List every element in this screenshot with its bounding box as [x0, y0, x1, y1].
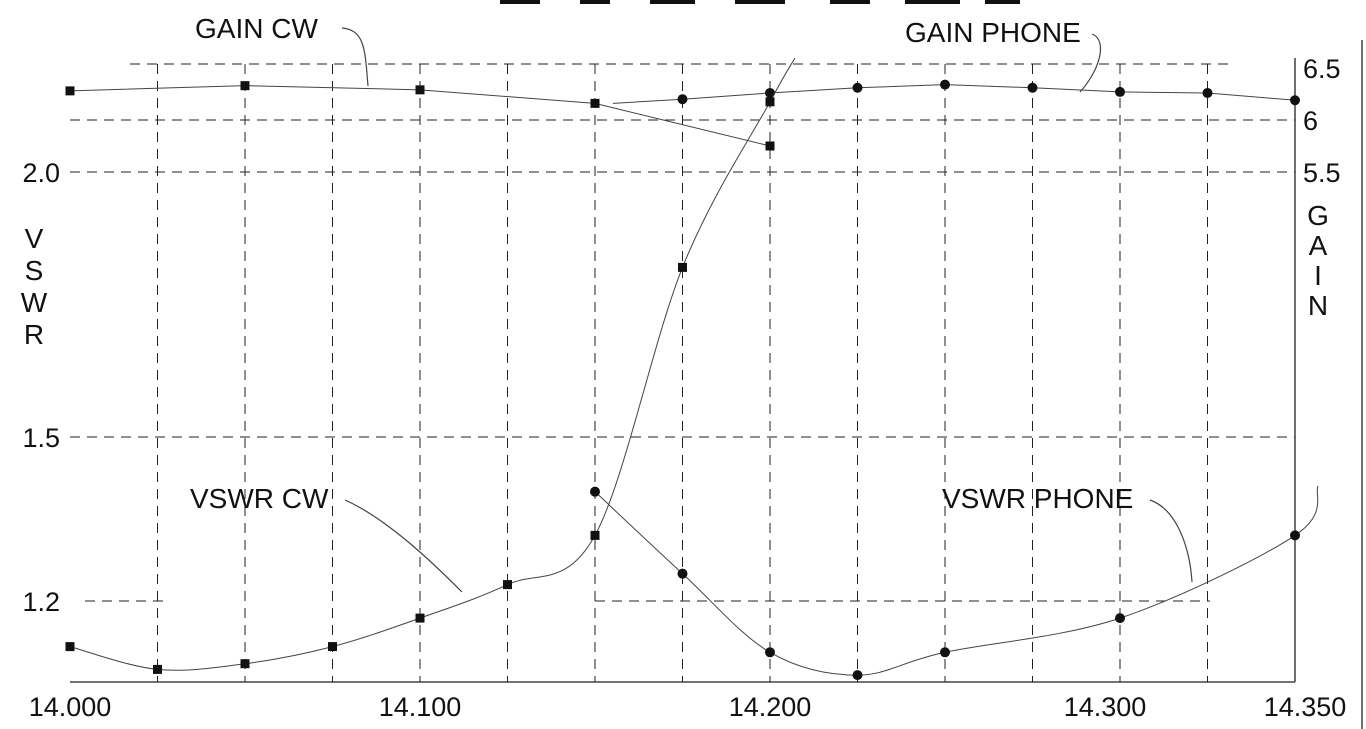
vswr-cw-point — [65, 642, 75, 652]
vswr-cw-point — [240, 659, 250, 669]
gain-phone-line — [612, 84, 1296, 104]
vswr-cw-point — [765, 97, 775, 107]
vswr-tick-label: 1.2 — [22, 587, 60, 617]
vswr-phone-point — [765, 647, 775, 658]
vswr-cw-point — [678, 262, 687, 272]
gain-phone-point — [940, 79, 950, 90]
vswr-phone-point — [940, 647, 950, 658]
gain-cw-point — [765, 141, 775, 151]
gain-cw-point — [65, 86, 75, 96]
gain-cw-point — [590, 98, 600, 108]
vswr-axis-title-letter: R — [24, 319, 44, 350]
vswr-phone-point — [1115, 613, 1125, 624]
gain-tick-label: 5.5 — [1303, 158, 1341, 188]
x-tick-label: 14.200 — [729, 692, 812, 722]
vswr-cw-point — [503, 580, 512, 590]
gain-axis-title-letter: A — [1309, 230, 1328, 261]
gain-tick-label: 6 — [1303, 106, 1318, 136]
vswr-phone-point — [677, 568, 688, 579]
vswr-phone-point — [590, 486, 600, 497]
x-tick-label: 14.100 — [379, 692, 462, 722]
vswr-cw-line — [69, 57, 796, 671]
gain-tick-label: 6.5 — [1303, 54, 1341, 84]
gain-phone-annotation: GAIN PHONE — [905, 17, 1081, 48]
cropped-title — [470, 0, 1030, 10]
gain-axis-title-letter: I — [1314, 260, 1322, 291]
gain-phone-point — [765, 87, 775, 98]
x-tick-label: 14.000 — [29, 692, 112, 722]
label-layer: 14.000 14.100 14.200 14.300 14.350 2.0 1.5 1.2 6… — [21, 13, 1347, 722]
vswr-cw-point — [328, 642, 337, 652]
gain-axis-title-letter: N — [1308, 290, 1328, 321]
vswr-tick-label: 2.0 — [22, 158, 60, 188]
x-tick-label: 14.300 — [1064, 692, 1147, 722]
vswr-cw-point — [153, 664, 162, 674]
vswr-phone-leader — [1149, 499, 1193, 583]
vswr-cw-leader — [344, 499, 463, 593]
gain-cw-point — [415, 85, 425, 95]
vswr-phone-annotation: VSWR PHONE — [942, 483, 1133, 514]
vswr-cw-annotation: VSWR CW — [190, 483, 329, 514]
vswr-phone-line — [594, 485, 1319, 676]
gain-phone-point — [1027, 82, 1038, 93]
gain-phone-point — [1290, 95, 1300, 106]
gain-phone-point — [852, 82, 863, 93]
gain-phone-leader — [1079, 33, 1102, 93]
gain-phone-point — [1202, 87, 1213, 98]
x-tick-label: 14.350 — [1264, 692, 1347, 722]
vswr-phone-point — [1290, 530, 1300, 541]
gain-phone-point — [1115, 86, 1125, 97]
vswr-phone-point — [852, 670, 863, 681]
vswr-axis-title-letter: S — [25, 255, 44, 286]
gain-phone-point — [677, 94, 688, 105]
gain-axis-title-letter: G — [1307, 200, 1329, 231]
gain-cw-annotation: GAIN CW — [195, 13, 318, 44]
grid-layer — [70, 63, 1295, 682]
vswr-cw-point — [590, 530, 600, 540]
vswr-axis-title-letter: V — [25, 223, 44, 254]
series-layer — [65, 57, 1319, 681]
axis-layer — [70, 40, 1363, 729]
gain-cw-point — [240, 81, 250, 91]
gain-cw-leader — [341, 27, 369, 87]
vswr-tick-label: 1.5 — [22, 423, 60, 453]
vswr-axis-title-letter: W — [21, 287, 48, 318]
vswr-cw-point — [415, 613, 425, 623]
